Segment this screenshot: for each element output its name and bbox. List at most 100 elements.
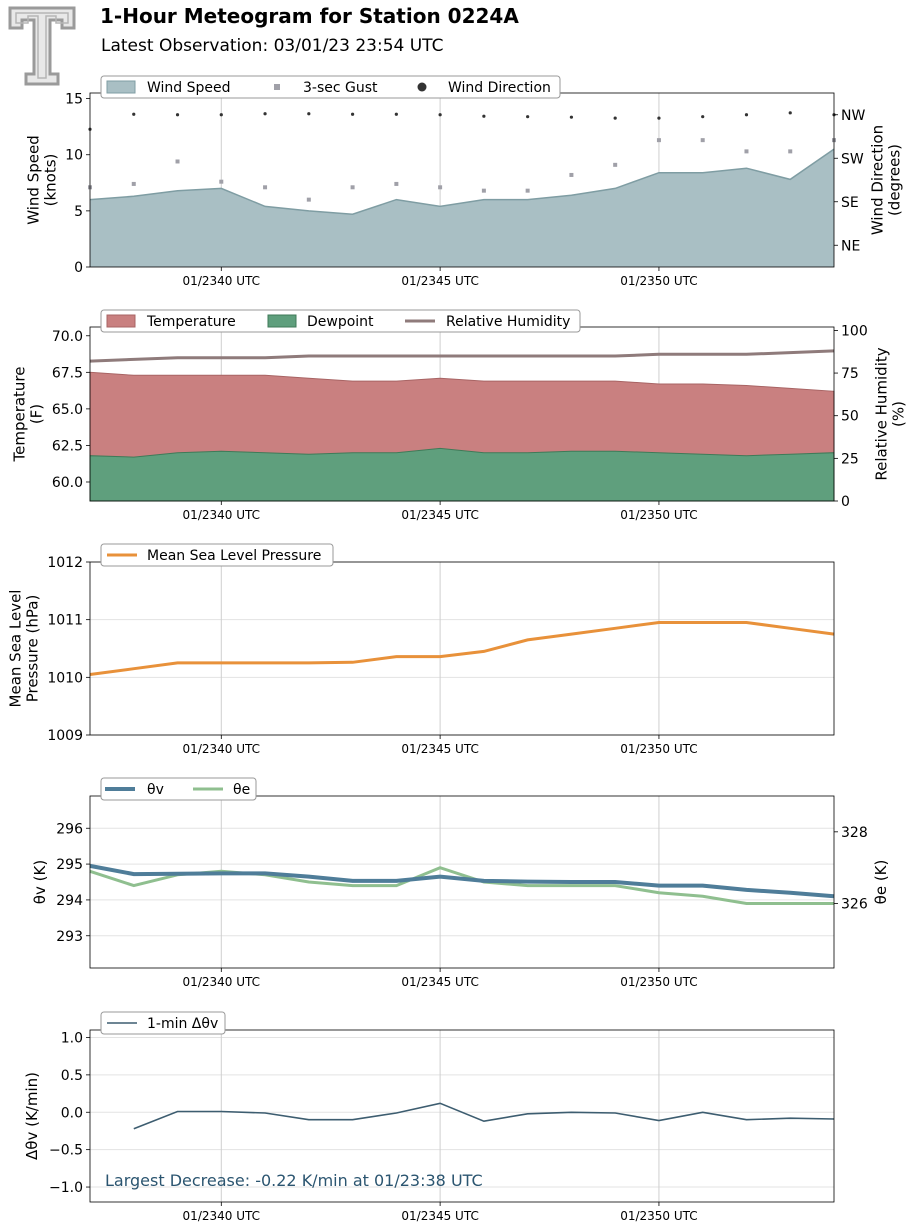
temp-legend-label: Dewpoint: [307, 314, 374, 330]
delta-legend-label: 1-min Δθv: [147, 1016, 218, 1032]
pressure-line: [89, 621, 835, 676]
wind-y2-tick-label: NW: [841, 108, 865, 124]
gust-point: [481, 188, 486, 193]
gust-point: [175, 159, 180, 164]
temp-legend: Temperature Dewpoint Relative Humidity: [100, 309, 581, 333]
gust-point: [656, 138, 661, 143]
theta-ylabel: θv (K): [31, 860, 49, 904]
wind-x-tick-label: 01/2345 UTC: [401, 274, 478, 288]
pressure-x-tick-label: 01/2340 UTC: [183, 742, 260, 756]
wind-direction-point: [482, 114, 486, 118]
wind-ylabel-line: (knots): [42, 154, 60, 207]
temp-y-tick-label: 70.0: [52, 329, 83, 345]
temp-y2label-line: Relative Humidity: [873, 347, 891, 480]
temp-y2-tick-label: 25: [841, 451, 859, 467]
wind-y2label-line: (degrees): [886, 144, 904, 216]
theta-x-tick-label: 01/2350 UTC: [620, 975, 697, 989]
theta-legend-label: θv: [147, 782, 164, 798]
pressure-legend-label: Mean Sea Level Pressure: [147, 548, 321, 564]
pressure-legend-frame: [100, 543, 334, 567]
temp-legend-swatch: [267, 314, 297, 328]
wind-x-tick-label: 01/2340 UTC: [183, 274, 260, 288]
wind-legend-frame: [100, 75, 561, 99]
wind-direction-point: [394, 112, 398, 116]
wind-ylabel-line: Wind Speed: [25, 135, 43, 225]
pressure-ylabel-line: Pressure (hPa): [24, 595, 42, 703]
theta-y2label-line: θe (K): [872, 860, 890, 905]
wind-direction-point: [263, 112, 267, 116]
temp-y2-tick-label: 50: [841, 409, 859, 425]
temp-y2label: Relative Humidity (%): [873, 347, 908, 480]
gust-point: [700, 138, 705, 143]
wind-legend: Wind Speed 3-sec Gust Wind Direction: [100, 75, 561, 99]
theta-y-tick-label: 296: [56, 821, 83, 837]
wind-ylabel: Wind Speed (knots): [25, 135, 60, 225]
delta-y-tick-label: −0.5: [49, 1143, 83, 1159]
theta-v-line: [89, 863, 835, 899]
pressure-legend: Mean Sea Level Pressure: [100, 543, 334, 567]
gust-point: [394, 181, 399, 186]
theta-plot-frame: [89, 795, 835, 969]
gust-point: [569, 172, 574, 177]
theta-x-tick-label: 01/2340 UTC: [183, 975, 260, 989]
pressure-x-tick-label: 01/2350 UTC: [620, 742, 697, 756]
theta-x-tick-label: 01/2345 UTC: [401, 975, 478, 989]
wind-direction-point: [744, 113, 749, 117]
wind-y-tick-label: 0: [74, 260, 83, 276]
chart-subtitle: Latest Observation: 03/01/23 23:54 UTC: [101, 36, 444, 56]
wind-legend-label: 3-sec Gust: [303, 80, 378, 96]
wind-direction-point: [175, 113, 180, 117]
wind-direction-point: [569, 115, 574, 119]
pressure-y-tick-label: 1012: [47, 555, 83, 571]
wind-direction-point: [219, 113, 223, 117]
theta-y2-tick-label: 326: [841, 897, 868, 913]
temp-ylabel-line: Temperature: [11, 366, 29, 462]
wind-legend-swatch: [417, 82, 427, 92]
delta-y-tick-label: −1.0: [49, 1180, 83, 1196]
temp-y2-tick-label: 0: [841, 494, 850, 510]
temp-y-tick-label: 62.5: [52, 438, 83, 454]
temp-y2label-line: (%): [890, 401, 908, 427]
delta-x-tick-label: 01/2345 UTC: [401, 1209, 478, 1223]
wind-speed-area: [90, 149, 834, 267]
dewpoint-area: [89, 447, 835, 502]
texas-tech-logo: [8, 6, 76, 86]
theta-y-tick-label: 295: [56, 857, 83, 873]
chart-title: 1-Hour Meteogram for Station 0224A: [100, 4, 519, 28]
wind-x-tick-label: 01/2350 UTC: [620, 274, 697, 288]
temp-x-tick-label: 01/2345 UTC: [401, 508, 478, 522]
pressure-plot-frame: [89, 561, 835, 736]
wind-direction-point: [701, 115, 705, 119]
gust-point: [744, 149, 749, 154]
temp-x-tick-label: 01/2340 UTC: [183, 508, 260, 522]
theta-y-tick-label: 293: [56, 929, 83, 945]
delta-plot-frame: [89, 1029, 835, 1203]
temp-legend-swatch: [106, 314, 136, 328]
wind-y-tick-label: 5: [74, 204, 83, 220]
gust-point: [131, 181, 136, 186]
temp-ylabel: Temperature (F): [11, 366, 46, 462]
wind-legend-label: Wind Direction: [448, 80, 551, 96]
delta-ylabel-line: Δθv (K/min): [23, 1072, 41, 1160]
wind-direction-point: [788, 111, 792, 115]
delta-ylabel: Δθv (K/min): [23, 1072, 41, 1160]
gust-point: [306, 197, 311, 202]
wind-direction-point: [307, 112, 311, 116]
wind-direction-point: [613, 116, 617, 120]
temp-x-tick-label: 01/2350 UTC: [620, 508, 697, 522]
wind-legend-swatch: [106, 80, 136, 94]
wind-y2-tick-label: SE: [841, 195, 859, 211]
gust-point: [219, 179, 224, 184]
temp-y-tick-label: 67.5: [52, 365, 83, 381]
wind-y-tick-label: 15: [65, 92, 83, 108]
temp-y-tick-label: 60.0: [52, 475, 83, 491]
wind-y2label-line: Wind Direction: [869, 125, 887, 235]
pressure-x-tick-label: 01/2345 UTC: [401, 742, 478, 756]
pressure-y-tick-label: 1009: [47, 728, 83, 744]
wind-direction-point: [132, 112, 136, 116]
temp-y2-tick-label: 100: [841, 323, 868, 339]
gust-point: [788, 149, 793, 154]
temp-legend-label: Relative Humidity: [446, 314, 570, 330]
wind-direction-point: [526, 115, 530, 119]
